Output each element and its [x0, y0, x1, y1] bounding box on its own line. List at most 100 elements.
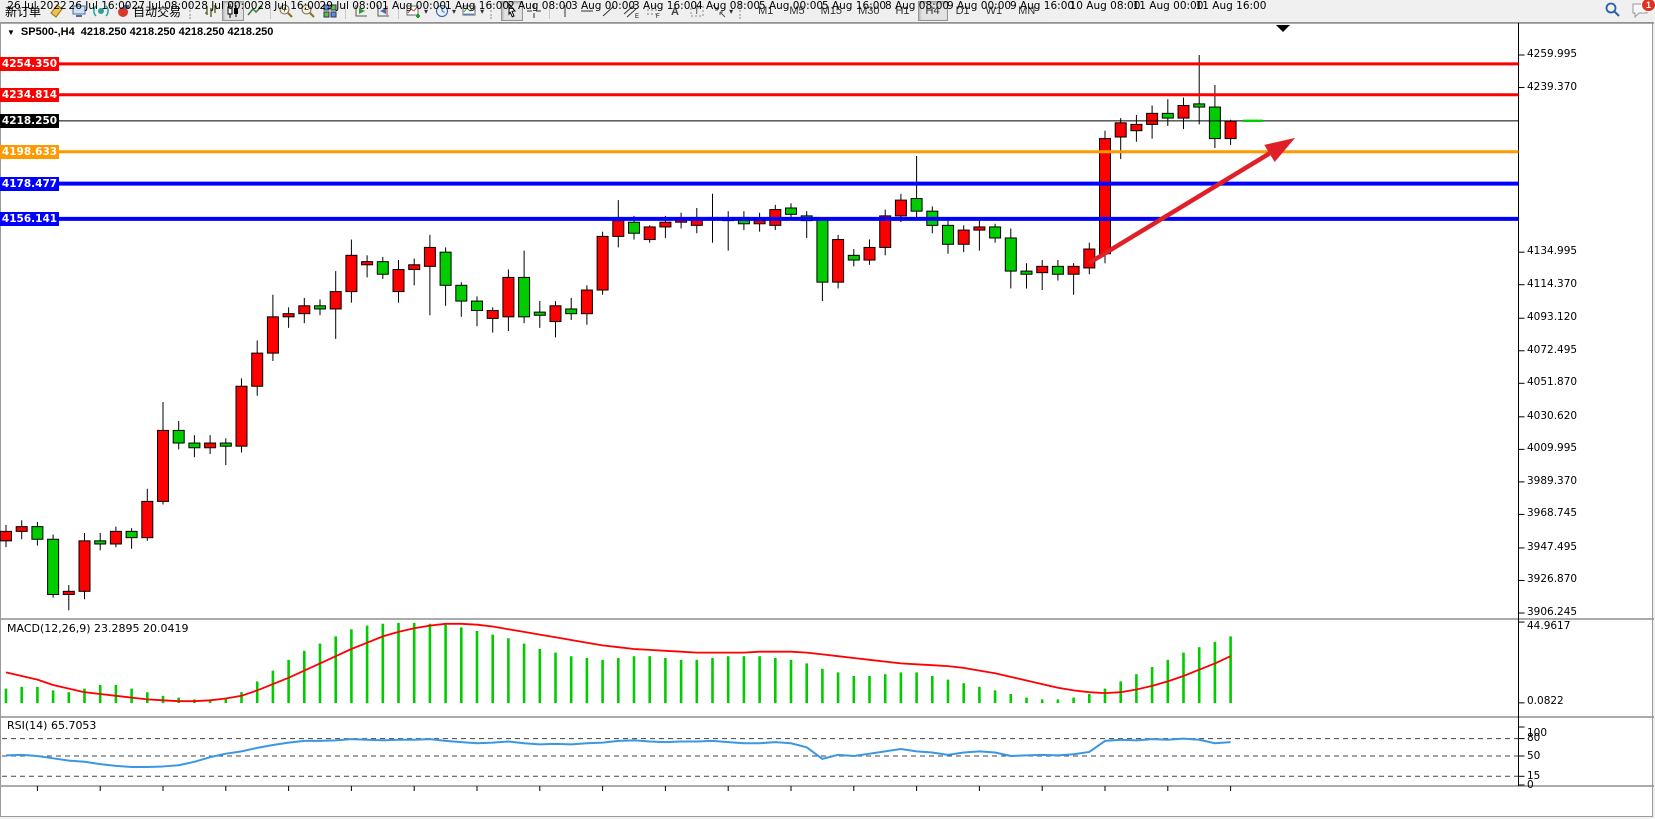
toolbar: 新订单 自动交易 ▾ ▾ ▾ E F A T ▾ M1 M5 M15 M30 H1 H4 D…: [0, 0, 1655, 22]
time-axis-label: 1 Aug 16:00: [444, 0, 510, 12]
price-axis-label: 3926.870: [1527, 573, 1578, 585]
cursor-button[interactable]: [501, 1, 524, 21]
text-label-button[interactable]: T: [686, 1, 709, 21]
bar-chart-button[interactable]: [200, 1, 223, 21]
template-button[interactable]: ▾: [459, 1, 488, 21]
price-axis-label: 4114.370: [1527, 278, 1578, 290]
terminal-button[interactable]: [68, 1, 91, 21]
time-axis-label: 5 Aug 00:00: [758, 0, 824, 12]
price-axis-label: 3947.495: [1527, 541, 1578, 553]
terminal-icon: [71, 3, 87, 19]
timeframe-M30[interactable]: M30: [850, 1, 888, 21]
price-axis-label: 4239.370: [1527, 81, 1578, 93]
rsi-axis-label: 0: [1527, 779, 1534, 791]
toolbar-separator: [549, 3, 551, 19]
chevron-down-icon: ▾: [452, 6, 457, 16]
tile-windows-icon: [322, 3, 338, 19]
timeframe-M1[interactable]: M1: [750, 1, 782, 21]
add-indicator-button[interactable]: ▾: [403, 1, 432, 21]
svg-text:T: T: [694, 6, 700, 16]
crosshair-icon: [526, 3, 542, 19]
timeframe-M5[interactable]: M5: [781, 1, 813, 21]
price-axis-label: 4259.995: [1527, 48, 1578, 60]
time-axis-label: 10 Aug 08:00: [1069, 0, 1141, 12]
time-axis-label: 9 Aug 16:00: [1009, 0, 1075, 12]
toolbar-separator: [270, 3, 272, 19]
price-line-badge: 4254.350: [0, 57, 59, 71]
toolbar-separator: [345, 3, 347, 19]
chart-symbol-period: SP500-,H4: [20, 26, 75, 38]
time-axis-label: 26 Jul 2022: [7, 0, 67, 12]
svg-text:A: A: [671, 6, 679, 18]
price-line-badge: 4234.814: [0, 88, 59, 102]
search-icon[interactable]: [1604, 1, 1621, 21]
auto-trading-icon: [115, 3, 131, 19]
candlestick-chart-icon: [225, 3, 241, 19]
vertical-line-button[interactable]: [554, 1, 577, 21]
shapes-button[interactable]: ▾: [708, 1, 737, 21]
macd-indicator-label: MACD(12,26,9) 23.2895 20.0419: [7, 622, 189, 635]
auto-trading-button[interactable]: 自动交易: [112, 1, 187, 21]
time-axis-label: 1 Aug 00:00: [381, 0, 447, 12]
rsi-axis-label: 50: [1527, 750, 1541, 762]
text-icon: A: [667, 3, 683, 19]
price-axis-label: 3906.245: [1527, 606, 1578, 618]
time-axis-label: 4 Aug 08:00: [695, 0, 761, 12]
chart-shift-button[interactable]: [372, 1, 395, 21]
time-axis-label: 8 Aug 08:00: [884, 0, 950, 12]
time-axis-label: 28 Jul 00:00: [194, 0, 258, 12]
text-button[interactable]: A: [664, 1, 687, 21]
clock-icon: [434, 3, 450, 19]
channel-button[interactable]: E: [620, 1, 643, 21]
toolbar-separator: [398, 3, 400, 19]
equidistant-channel-icon: E: [623, 3, 639, 19]
svg-text:F: F: [656, 14, 660, 19]
candlestick-chart-button[interactable]: [222, 1, 245, 21]
line-chart-icon: [247, 3, 263, 19]
toolbar-grip: [490, 3, 497, 19]
time-axis-label: 3 Aug 16:00: [632, 0, 698, 12]
chart-window[interactable]: [0, 22, 1653, 817]
window-menu-icon[interactable]: ▼: [7, 27, 15, 37]
price-line-badge: 4198.633: [0, 145, 59, 159]
chevron-down-icon: ▾: [480, 6, 485, 16]
horizontal-line-button[interactable]: [576, 1, 599, 21]
price-axis-label: 4093.120: [1527, 311, 1578, 323]
timeframe-H1[interactable]: H1: [887, 1, 918, 21]
period-button[interactable]: ▾: [431, 1, 460, 21]
signals-button[interactable]: [90, 1, 113, 21]
chart-ohlc-values: 4218.250 4218.250 4218.250 4218.250: [80, 26, 274, 38]
price-axis-label: 3989.370: [1527, 475, 1578, 487]
fibonacci-button[interactable]: F: [642, 1, 665, 21]
trendline-icon: [601, 3, 617, 19]
text-label-icon: T: [689, 3, 705, 19]
timeframe-H4[interactable]: H4: [917, 1, 948, 21]
chevron-down-icon: ▾: [424, 6, 429, 16]
timeframe-MN[interactable]: MN: [1010, 1, 1044, 21]
time-axis-label: 26 Jul 16:00: [68, 0, 132, 12]
new-order-button[interactable]: 新订单: [0, 1, 47, 21]
timeframe-M15[interactable]: M15: [812, 1, 851, 21]
macd-axis-min-label: 0.0822: [1527, 695, 1564, 707]
tile-windows-button[interactable]: [319, 1, 342, 21]
timeframe-D1[interactable]: D1: [947, 1, 978, 21]
market-watch-icon: [49, 3, 65, 19]
zoom-out-icon: [300, 3, 316, 19]
cursor-icon: [504, 3, 520, 19]
timeframe-toolbar: M1 M5 M15 M30 H1 H4 D1 W1 MN: [750, 1, 1044, 21]
line-chart-button[interactable]: [244, 1, 267, 21]
timeframe-W1[interactable]: W1: [977, 1, 1011, 21]
time-axis-label: 29 Jul 08:00: [319, 0, 383, 12]
auto-scroll-button[interactable]: [350, 1, 373, 21]
price-line-badge: 4218.250: [0, 114, 59, 128]
chart-shift-icon: [375, 3, 391, 19]
zoom-in-button[interactable]: [275, 1, 298, 21]
market-watch-button[interactable]: [46, 1, 69, 21]
time-axis-label: 11 Aug 16:00: [1195, 0, 1267, 12]
trendline-button[interactable]: [598, 1, 621, 21]
crosshair-button[interactable]: [523, 1, 546, 21]
notifications-button[interactable]: 1: [1631, 0, 1655, 21]
bar-chart-icon: [203, 3, 219, 19]
zoom-out-button[interactable]: [297, 1, 320, 21]
arrows-icon: [711, 3, 727, 19]
